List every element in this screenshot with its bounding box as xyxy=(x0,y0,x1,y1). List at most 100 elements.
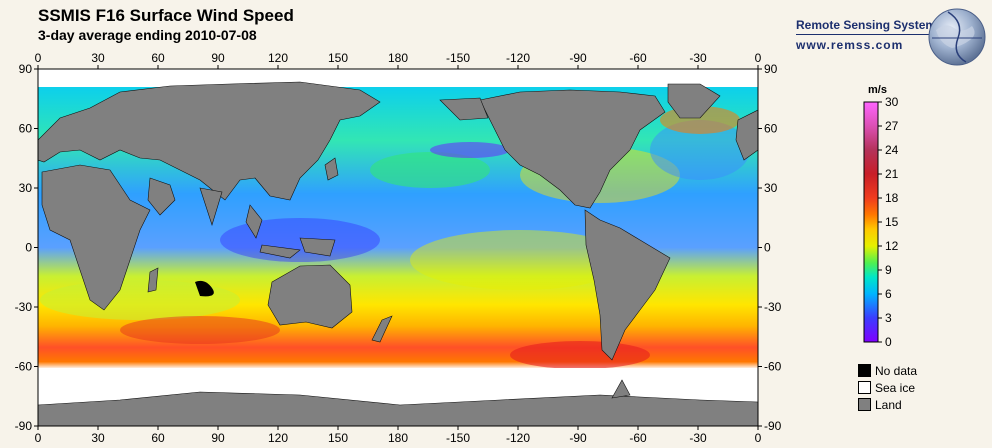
south-america xyxy=(584,209,671,361)
lon-tick-label: 150 xyxy=(328,51,348,65)
lon-tick-label: 60 xyxy=(151,431,165,445)
lon-tick-label: 90 xyxy=(211,51,225,65)
colorbar-tick-label: 15 xyxy=(885,215,899,229)
legend-swatch xyxy=(858,381,871,394)
lon-tick-label: -150 xyxy=(446,51,470,65)
colorbar-tick-label: 21 xyxy=(885,167,899,181)
lon-tick-label: -30 xyxy=(689,51,707,65)
legend-item: Sea ice xyxy=(858,381,915,395)
longitude-axis-bottom: 0 30 60 90 120 150 180 -150 -120 -90 -60 -30 0 xyxy=(35,426,762,445)
brand-divider xyxy=(796,34,946,35)
lon-tick-label: 150 xyxy=(328,431,348,445)
north-america xyxy=(479,89,666,209)
legend-label: Sea ice xyxy=(875,381,916,395)
lon-tick-label: -60 xyxy=(629,51,647,65)
legend-label: No data xyxy=(875,364,918,378)
alaska xyxy=(439,97,489,121)
lon-tick-label: 30 xyxy=(91,431,105,445)
lat-tick-label: -90 xyxy=(764,419,782,433)
arctic-sea-ice xyxy=(38,69,758,87)
legend-item: No data xyxy=(858,364,917,378)
lat-tick-label: 0 xyxy=(25,241,32,255)
indonesia xyxy=(259,244,301,259)
latitude-axis-right: 90 60 30 0 -30 -60 -90 xyxy=(758,62,782,433)
lat-tick-label: -90 xyxy=(15,419,33,433)
eurasia xyxy=(38,81,381,201)
wind-band xyxy=(430,142,510,158)
europe-west xyxy=(735,109,758,161)
wind-band xyxy=(510,341,650,369)
wind-band xyxy=(120,316,280,344)
africa xyxy=(41,164,151,311)
brand-url[interactable]: www.remss.com xyxy=(796,38,904,52)
page-subtitle: 3-day average ending 2010-07-08 xyxy=(38,27,257,43)
lon-tick-label: 90 xyxy=(211,431,225,445)
lat-tick-label: 30 xyxy=(764,181,778,195)
lon-tick-label: -120 xyxy=(506,51,530,65)
wind-band xyxy=(370,152,490,188)
lat-tick-label: -30 xyxy=(15,300,33,314)
lat-tick-label: -30 xyxy=(764,300,782,314)
colorbar-tick-label: 6 xyxy=(885,287,892,301)
lat-tick-label: 30 xyxy=(19,181,33,195)
lon-tick-label: -150 xyxy=(446,431,470,445)
colorbar-tick-label: 9 xyxy=(885,263,892,277)
india xyxy=(199,187,223,227)
antarctic-peninsula xyxy=(611,379,631,399)
page-title: SSMIS F16 Surface Wind Speed xyxy=(38,6,294,25)
lat-tick-label: 90 xyxy=(19,62,33,76)
longitude-axis-top: 0 30 60 90 120 150 180 -150 -120 -90 -60 -30 0 xyxy=(35,51,762,69)
legend-swatch xyxy=(858,398,871,411)
lon-tick-label: 0 xyxy=(755,431,762,445)
colorbar-tick-label: 27 xyxy=(885,119,899,133)
lon-tick-label: 120 xyxy=(268,431,288,445)
indochina xyxy=(245,204,263,239)
lat-tick-label: 0 xyxy=(764,241,771,255)
lon-tick-label: -90 xyxy=(569,51,587,65)
colorbar xyxy=(863,101,879,343)
latitude-axis-left: 90 60 30 0 -30 -60 -90 xyxy=(15,62,38,433)
brand-name: Remote Sensing Systems xyxy=(796,18,943,32)
colorbar-tick-label: 18 xyxy=(885,191,899,205)
colorbar-tick-label: 12 xyxy=(885,239,899,253)
lon-tick-label: 30 xyxy=(91,51,105,65)
lon-tick-label: -120 xyxy=(506,431,530,445)
legend-swatch xyxy=(858,364,871,377)
colorbar-tick-label: 0 xyxy=(885,335,892,349)
colorbar-tick-label: 3 xyxy=(885,311,892,325)
japan xyxy=(324,157,339,181)
colorbar-units: m/s xyxy=(868,84,887,96)
lon-tick-label: 120 xyxy=(268,51,288,65)
legend-item: Land xyxy=(858,398,902,412)
lon-tick-label: -90 xyxy=(569,431,587,445)
colorbar-tick-label: 30 xyxy=(885,95,899,109)
greenland xyxy=(667,83,721,119)
lon-tick-label: -30 xyxy=(689,431,707,445)
wind-band xyxy=(410,230,630,290)
lon-tick-label: 0 xyxy=(35,431,42,445)
wind-band xyxy=(220,218,380,262)
lat-tick-label: 60 xyxy=(19,122,33,136)
australia xyxy=(267,264,353,329)
globe-icon xyxy=(928,8,986,66)
new-guinea xyxy=(299,237,336,257)
wind-band xyxy=(650,120,750,180)
lat-tick-label: -60 xyxy=(764,360,782,374)
legend-label: Land xyxy=(875,398,902,412)
madagascar xyxy=(147,267,159,293)
no-data-patch xyxy=(195,280,214,297)
lon-tick-label: 180 xyxy=(388,431,408,445)
map-field xyxy=(38,69,758,426)
antarctica xyxy=(38,391,758,426)
lat-tick-label: 60 xyxy=(764,122,778,136)
new-zealand xyxy=(371,315,393,343)
lon-tick-label: 0 xyxy=(35,51,42,65)
lon-tick-label: 0 xyxy=(755,51,762,65)
lat-tick-label: 90 xyxy=(764,62,778,76)
land-masses xyxy=(38,81,758,426)
lon-tick-label: 60 xyxy=(151,51,165,65)
lon-tick-label: -60 xyxy=(629,431,647,445)
lat-tick-label: -60 xyxy=(15,360,33,374)
